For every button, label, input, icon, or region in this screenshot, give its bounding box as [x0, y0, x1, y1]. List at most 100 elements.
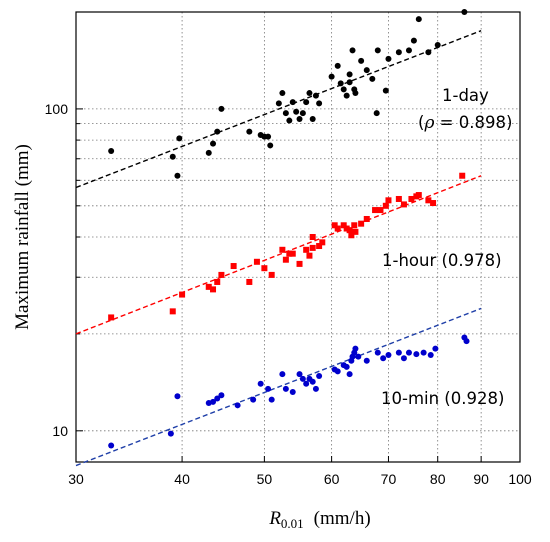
data-point-1-day [275, 100, 282, 107]
data-point-10-min [380, 355, 387, 362]
data-point-1-hour [425, 197, 432, 204]
data-point-10-min [257, 380, 264, 387]
y-tick-label: 100 [45, 101, 69, 117]
data-point-1-day [265, 133, 272, 140]
data-point-10-min [265, 385, 272, 392]
data-point-1-hour [408, 195, 415, 202]
x-axis-title-main: R [268, 508, 281, 529]
data-point-10-min [312, 385, 319, 392]
data-point-1-day [374, 47, 381, 54]
data-point-10-min [343, 363, 350, 370]
data-point-10-min [279, 371, 286, 378]
data-point-1-hour [268, 271, 275, 278]
x-tick-label: 40 [174, 471, 190, 487]
data-point-1-hour [309, 234, 316, 240]
data-point-1-day [174, 172, 181, 179]
data-point-10-min [413, 351, 420, 358]
data-point-10-min [250, 396, 257, 403]
data-point-1-hour [382, 202, 389, 209]
data-point-1-hour [334, 225, 341, 232]
data-point-1-hour [400, 201, 407, 208]
data-point-1-day [410, 37, 417, 44]
data-point-1-day [267, 142, 274, 149]
data-point-1-hour [296, 260, 303, 267]
data-point-1-hour [230, 263, 237, 270]
data-point-1-hour [363, 215, 370, 222]
data-point-10-min [463, 338, 470, 345]
rho-open-paren: ( [418, 113, 424, 132]
x-tick-label: 80 [430, 471, 446, 487]
data-point-10-min [218, 392, 225, 399]
data-point-1-day [306, 90, 313, 97]
data-point-1-hour [261, 265, 268, 272]
data-point-1-hour [214, 278, 221, 285]
data-point-1-day [214, 128, 221, 135]
data-point-1-hour [358, 220, 365, 227]
y-axis-title: Maximum rainfall (mm) [12, 144, 33, 330]
data-point-10-min [355, 353, 362, 360]
series-label-1-hour: 1-hour (0.978) [382, 251, 502, 270]
data-point-1-hour [351, 222, 358, 229]
data-point-1-day [425, 49, 432, 56]
data-point-1-day [461, 9, 468, 15]
data-point-1-hour [210, 286, 217, 293]
data-point-1-hour [459, 172, 466, 179]
data-point-10-min [374, 349, 381, 356]
data-point-1-day [395, 49, 402, 56]
data-point-1-day [279, 90, 286, 97]
data-point-1-day [299, 110, 306, 117]
data-point-1-day [303, 99, 310, 106]
data-point-1-day [176, 135, 183, 142]
x-axis-title-subscript: 0.01 [281, 516, 304, 531]
series-label-1-day-rho: (ρ = 0.898) [418, 113, 512, 133]
data-point-1-day [382, 87, 389, 94]
data-point-10-min [299, 375, 306, 382]
data-point-1-hour [319, 239, 326, 246]
data-point-10-min [334, 368, 341, 375]
data-point-1-hour [309, 244, 316, 251]
data-point-10-min [400, 355, 407, 362]
x-tick-label: 90 [473, 471, 489, 487]
data-point-1-hour [377, 207, 384, 214]
data-point-1-day [434, 41, 441, 48]
data-point-1-hour [169, 308, 176, 315]
data-point-10-min [309, 378, 316, 385]
data-point-1-hour [279, 246, 286, 253]
data-point-1-hour [331, 222, 338, 229]
data-point-1-day [363, 67, 370, 74]
data-point-1-day [337, 80, 344, 87]
data-point-1-hour [340, 222, 347, 229]
annotations: 1-day (ρ = 0.898) 1-hour (0.978) 10-min (0.… [381, 86, 512, 408]
data-point-1-day [405, 47, 412, 54]
data-point-10-min [385, 351, 392, 358]
x-axis-title-unit: (mm/h) [314, 508, 371, 529]
data-point-10-min [352, 345, 359, 352]
data-point-1-hour [108, 314, 115, 321]
data-point-1-day [108, 147, 115, 154]
data-point-10-min [214, 395, 221, 402]
data-point-1-hour [303, 246, 310, 253]
data-point-1-day [346, 71, 353, 78]
data-point-10-min [405, 349, 412, 356]
data-point-1-day [415, 16, 422, 23]
data-point-10-min [316, 372, 323, 379]
data-point-1-hour [395, 195, 402, 202]
series-label-10-min: 10-min (0.928) [381, 389, 504, 408]
ticks: 30 40 50 60 70 80 90 100 10 100 [45, 11, 532, 487]
data-point-1-day [385, 55, 392, 62]
y-tick-label: 10 [52, 423, 68, 439]
data-point-1-day [309, 116, 316, 123]
data-point-1-hour [346, 227, 353, 234]
data-point-1-day [205, 149, 212, 156]
data-point-1-day [293, 108, 300, 115]
data-point-1-hour [179, 291, 186, 298]
data-point-1-day [358, 57, 365, 64]
data-point-10-min [346, 371, 353, 378]
data-point-10-min [174, 393, 181, 400]
data-point-10-min [296, 371, 303, 378]
data-point-10-min [420, 349, 427, 356]
data-point-1-day [210, 140, 217, 147]
data-point-1-day [349, 47, 356, 54]
data-point-1-hour [385, 197, 392, 204]
data-point-1-hour [286, 250, 293, 257]
